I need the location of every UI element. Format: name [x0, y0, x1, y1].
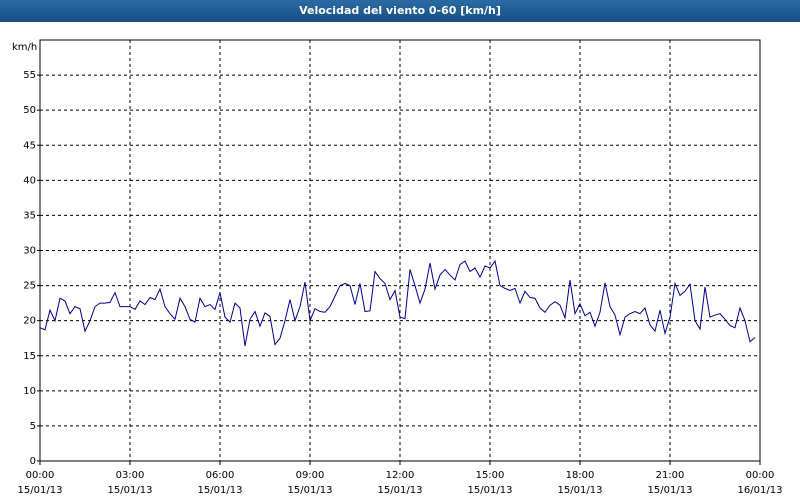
- title-bar: [0, 0, 800, 22]
- y-tick-label: 15: [23, 351, 36, 362]
- y-tick-label: 50: [23, 105, 36, 116]
- x-tick-date: 15/01/13: [378, 485, 423, 496]
- y-tick-label: 35: [23, 210, 36, 221]
- y-tick-label: 40: [23, 175, 36, 186]
- y-tick-label: 45: [23, 140, 36, 151]
- x-tick-date: 15/01/13: [558, 485, 603, 496]
- x-tick-date: 15/01/13: [288, 485, 333, 496]
- y-tick-label: 20: [23, 316, 36, 327]
- line-series: [39, 259, 756, 347]
- y-axis-label: km/h: [12, 42, 37, 53]
- x-tick-label: 09:00: [296, 470, 325, 481]
- x-tick-date: 16/01/13: [738, 485, 783, 496]
- x-tick-label: 15:00: [476, 470, 505, 481]
- x-tick-label: 00:00: [26, 470, 55, 481]
- x-tick-date: 15/01/13: [18, 485, 63, 496]
- y-tick-label: 25: [23, 281, 36, 292]
- x-tick-label: 03:00: [116, 470, 145, 481]
- x-tick-date: 15/01/13: [108, 485, 153, 496]
- x-tick-label: 21:00: [656, 470, 685, 481]
- y-tick-label: 55: [23, 70, 36, 81]
- x-tick-label: 06:00: [206, 470, 235, 481]
- x-tick-date: 15/01/13: [468, 485, 513, 496]
- x-tick-label: 18:00: [566, 470, 595, 481]
- x-tick-date: 15/01/13: [198, 485, 243, 496]
- y-tick-label: 0: [30, 456, 36, 467]
- x-tick-date: 15/01/13: [648, 485, 693, 496]
- y-tick-label: 10: [23, 386, 36, 397]
- y-tick-label: 30: [23, 246, 36, 257]
- chart-title: Velocidad del viento 0-60 [km/h]: [299, 4, 501, 17]
- plot-border: [39, 39, 761, 462]
- y-tick-label: 5: [30, 421, 36, 432]
- x-tick-label: 00:00: [746, 470, 775, 481]
- x-tick-label: 12:00: [386, 470, 415, 481]
